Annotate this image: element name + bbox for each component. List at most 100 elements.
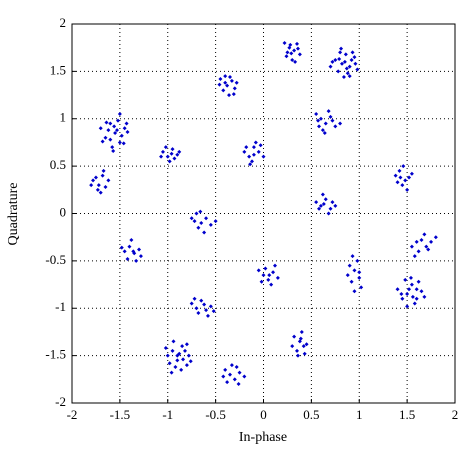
point xyxy=(181,357,186,362)
point xyxy=(410,294,415,299)
point xyxy=(339,46,344,51)
point xyxy=(106,128,111,133)
point xyxy=(125,130,130,135)
point xyxy=(409,244,414,249)
point xyxy=(355,258,360,263)
point xyxy=(261,154,266,159)
point xyxy=(171,339,176,344)
point xyxy=(108,137,113,142)
point xyxy=(175,152,180,157)
point xyxy=(340,61,345,66)
x-tick-label: 0.5 xyxy=(303,407,319,422)
point xyxy=(330,59,335,64)
point xyxy=(412,301,417,306)
y-tick-label: -1.5 xyxy=(45,347,66,362)
point xyxy=(395,180,400,185)
point xyxy=(89,183,94,188)
point xyxy=(256,268,261,273)
point xyxy=(275,275,280,280)
y-tick-label: 0.5 xyxy=(50,157,66,172)
point xyxy=(403,277,408,282)
point xyxy=(405,292,410,297)
x-tick-label: 1.5 xyxy=(399,407,415,422)
point xyxy=(177,149,182,154)
point xyxy=(122,126,127,131)
point xyxy=(250,159,255,164)
point xyxy=(429,239,434,244)
point xyxy=(182,348,187,353)
point xyxy=(416,279,421,284)
x-tick-label: -2 xyxy=(67,407,78,422)
point xyxy=(98,126,103,131)
point xyxy=(256,149,261,154)
point xyxy=(96,183,101,188)
point xyxy=(100,173,105,178)
point xyxy=(204,216,209,221)
point xyxy=(199,220,204,225)
point xyxy=(400,296,405,301)
point xyxy=(223,80,228,85)
point xyxy=(227,372,232,377)
point xyxy=(263,266,268,271)
point xyxy=(119,133,124,138)
point xyxy=(205,313,210,318)
plot-area xyxy=(72,24,455,403)
point xyxy=(292,334,297,339)
point xyxy=(229,78,234,83)
point xyxy=(299,329,304,334)
y-tick-label: -2 xyxy=(55,394,66,409)
point xyxy=(251,152,256,157)
point xyxy=(225,83,230,88)
point xyxy=(326,109,331,114)
point xyxy=(409,282,414,287)
point xyxy=(234,364,239,369)
point xyxy=(211,309,216,314)
point xyxy=(208,222,213,227)
point xyxy=(295,353,300,358)
point xyxy=(192,219,197,224)
point xyxy=(218,76,223,81)
point xyxy=(173,364,178,369)
point xyxy=(115,128,120,133)
point xyxy=(137,247,142,252)
point xyxy=(108,121,113,126)
point xyxy=(117,140,122,145)
point xyxy=(236,382,241,387)
point xyxy=(104,120,109,125)
point xyxy=(98,190,103,195)
point xyxy=(227,75,232,80)
point xyxy=(106,178,111,183)
point xyxy=(333,124,338,129)
point xyxy=(179,367,184,372)
point xyxy=(165,154,170,159)
point xyxy=(433,235,438,240)
point xyxy=(343,52,348,57)
point xyxy=(349,58,354,63)
point xyxy=(403,178,408,183)
point xyxy=(341,75,346,80)
point xyxy=(247,154,252,159)
point xyxy=(117,112,122,117)
point xyxy=(322,130,327,135)
point xyxy=(170,147,175,152)
point xyxy=(93,175,98,180)
point xyxy=(119,245,124,250)
point xyxy=(399,292,404,297)
y-axis-label: Quadrature xyxy=(6,183,21,246)
point xyxy=(407,287,412,292)
point xyxy=(221,88,226,93)
point xyxy=(350,50,355,55)
y-tick-label: 2 xyxy=(60,15,67,30)
point xyxy=(163,346,168,351)
point xyxy=(408,275,413,280)
point xyxy=(400,183,405,188)
point xyxy=(192,296,197,301)
point xyxy=(314,112,319,117)
point xyxy=(165,353,170,358)
point xyxy=(229,363,234,368)
point xyxy=(314,200,319,205)
point xyxy=(112,124,117,129)
point xyxy=(323,197,328,202)
point xyxy=(271,270,276,275)
x-axis-label: In-phase xyxy=(239,430,287,445)
